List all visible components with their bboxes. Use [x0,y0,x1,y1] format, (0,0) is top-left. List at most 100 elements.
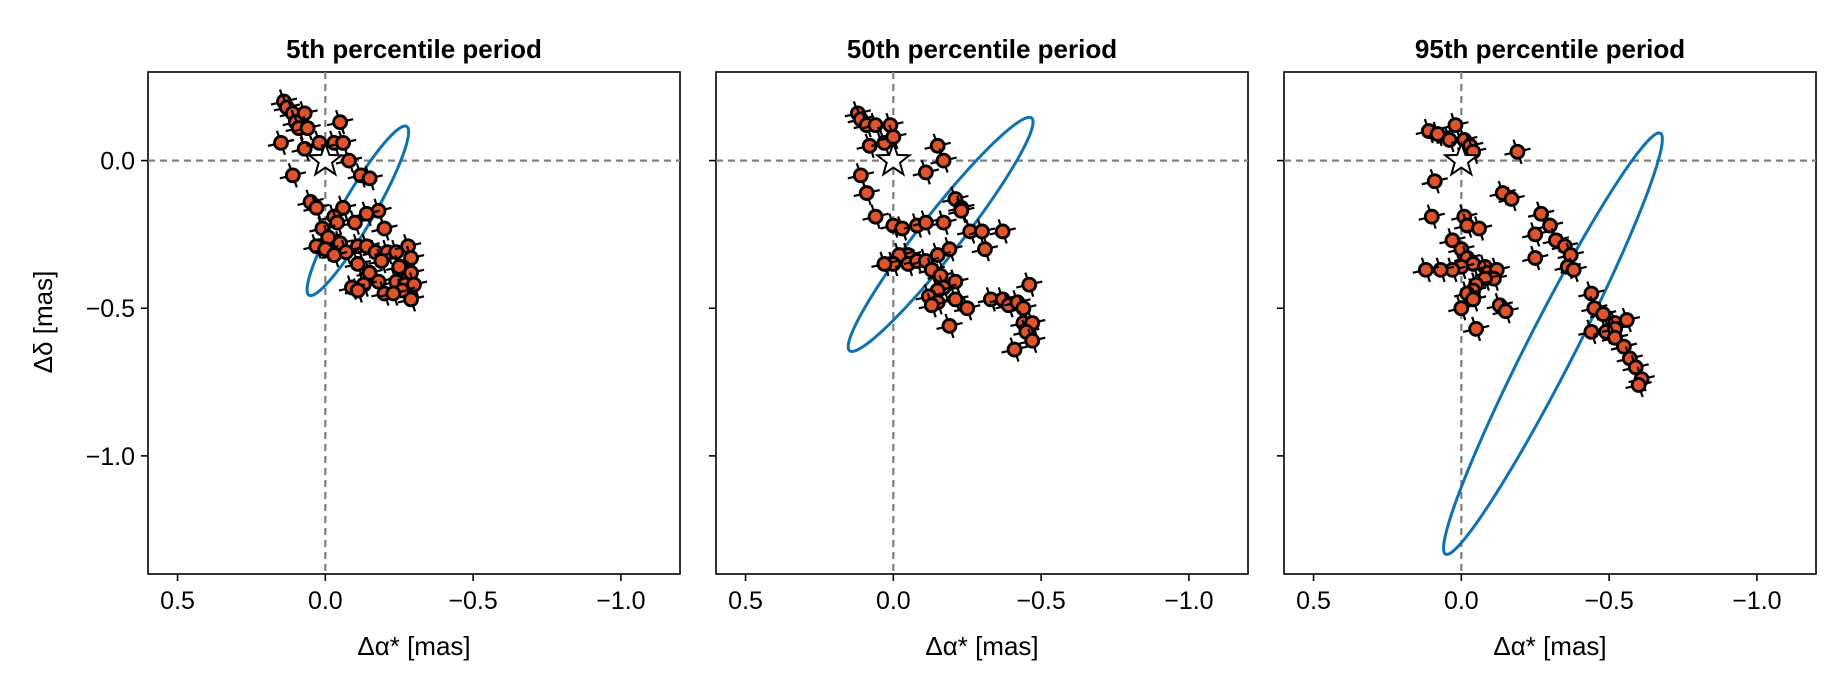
data-marker [867,208,884,225]
y-tick-label: −0.5 [86,295,135,323]
data-point [1498,186,1525,212]
data-marker [376,220,393,237]
data-point [1610,334,1638,359]
data-point [1001,337,1028,362]
orbit-ellipse [1442,131,1664,556]
data-point [930,148,957,173]
data-marker [959,300,976,317]
panel-title: 5th percentile period [286,34,542,64]
data-point [267,130,295,156]
data-point [1421,168,1448,194]
data-point [942,269,969,295]
data-marker [1468,321,1485,337]
data-marker [308,199,325,216]
data-point [1504,139,1531,165]
data-marker [1509,143,1526,160]
data-point [871,251,898,277]
data-marker [1432,261,1449,278]
data-marker [361,170,378,187]
data-point [279,163,307,188]
data-point [380,281,407,306]
axes-frame [147,71,681,575]
data-marker [977,241,993,258]
data-point [853,180,880,206]
data-point [341,210,369,235]
data-point [294,115,321,141]
data-point [291,136,318,162]
data-point [356,165,383,191]
data-point [1412,257,1440,283]
plot-area: 0.5 0.0 −0.5 −1.0 0.0 −0.5 −1.0 [86,71,681,615]
y-tick-label: −1.0 [86,443,135,471]
x-tick-label: 0.5 [160,587,195,615]
x-tick-label: −1.0 [596,587,645,615]
star-marker [306,140,345,177]
panel-50th-percentile: 50th percentile period Δα* [mas] 0.5 0.0 −… [709,34,1249,661]
plot-content [148,72,680,574]
data-point [936,313,963,339]
data-marker [349,256,366,272]
data-point [912,210,940,235]
x-axis-label: Δα* [mas] [1493,631,1606,661]
data-point [888,216,916,241]
data-marker [349,282,366,299]
panel-title: 50th percentile period [847,34,1117,64]
data-point [971,236,999,262]
data-marker [1497,303,1514,320]
data-point [912,160,940,185]
x-tick-label: −0.5 [448,587,497,615]
data-marker [1527,226,1544,243]
data-marker [941,318,958,334]
data-marker [1429,126,1446,142]
data-point [989,219,1016,244]
data-point [1465,216,1493,241]
data-marker [335,134,351,151]
plot-content [716,72,1248,574]
data-marker [1006,341,1023,358]
data-marker [1441,132,1458,148]
x-tick-label: 0.5 [1296,587,1331,615]
data-point [1521,245,1549,271]
data-point [323,210,351,235]
data-point [1016,272,1043,297]
data-marker [341,152,357,169]
data-marker [1618,312,1635,328]
x-tick-label: 0.0 [876,587,911,615]
data-point [1424,121,1451,147]
data-point [320,242,348,268]
data-point [326,109,354,135]
x-axis-label: Δα* [mas] [925,631,1038,661]
data-marker [929,137,946,154]
star-marker [874,140,913,177]
data-marker [403,291,419,308]
data-marker [917,164,934,181]
data-marker [1503,191,1520,207]
data-point [930,210,957,235]
data-point [880,124,907,150]
plot-content [1284,72,1816,574]
data-point [368,248,395,274]
data-point [1521,222,1549,247]
data-marker [1565,261,1582,278]
data-marker [867,117,884,134]
data-point [371,216,398,241]
y-axis-label: Δδ [mas] [28,271,58,374]
data-marker [953,202,970,219]
data-point [1018,328,1046,354]
data-marker [923,297,940,314]
data-marker [332,114,349,131]
data-marker [299,120,316,137]
data-marker [385,285,402,302]
data-marker [876,256,893,272]
axes-frame [1283,71,1817,575]
axes-frame [715,71,1249,575]
data-point [335,148,363,173]
data-marker [994,223,1011,240]
x-tick-label: −1.0 [1164,587,1213,615]
data-marker [1465,291,1482,308]
panel-5th-percentile: 5th percentile period Δα* [mas] 0.5 0.0 −0… [86,34,681,661]
data-marker [1630,377,1647,393]
data-point [1536,213,1564,238]
data-point [918,292,946,318]
panel-95th-percentile: 95th percentile period Δα* [mas] 0.5 0.0 −… [1277,34,1817,661]
